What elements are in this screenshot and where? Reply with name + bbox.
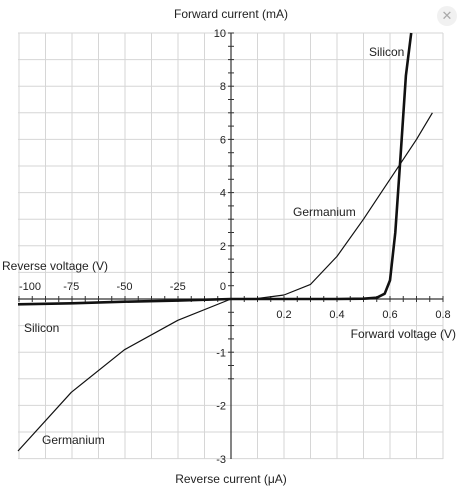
curves [17, 32, 433, 452]
forward-voltage-label: Forward voltage (V) [351, 327, 456, 341]
y-tick-label: -1 [216, 347, 226, 359]
reverse-current-label: Reverse current (μA) [175, 472, 287, 486]
silicon-reverse-label: Silicon [24, 321, 59, 335]
y-tick-label: 10 [214, 28, 226, 40]
x-tick-label: 0.6 [382, 309, 397, 321]
y-tick-label: -2 [216, 401, 226, 413]
forward-current-label: Forward current (mA) [174, 7, 288, 21]
x-tick-label: -25 [170, 281, 186, 293]
axis-and-series-labels: Forward current (mA) Reverse current (μA)… [2, 7, 456, 486]
silicon-reverse-curve [17, 297, 232, 306]
x-tick-label: 0.4 [329, 309, 344, 321]
x-tick-label: 0.8 [435, 309, 450, 321]
y-tick-label: 8 [220, 81, 226, 93]
germanium-reverse-label: Germanium [42, 433, 105, 447]
silicon-forward-label: Silicon [369, 45, 404, 59]
x-tick-label: -75 [63, 281, 79, 293]
y-tick-label: 6 [220, 134, 226, 146]
close-icon[interactable]: ✕ [437, 6, 457, 26]
silicon-forward-curve [231, 32, 413, 301]
x-tick-label: -50 [117, 281, 133, 293]
x-tick-label: 0.2 [276, 309, 291, 321]
y-tick-label: 2 [220, 241, 226, 253]
origin-label: 0 [220, 281, 226, 293]
germanium-reverse-curve [17, 298, 232, 452]
y-tick-label: 4 [220, 188, 226, 200]
y-tick-label: -3 [216, 454, 226, 466]
reverse-voltage-label: Reverse voltage (V) [2, 259, 108, 273]
x-tick-label: -100 [19, 281, 41, 293]
germanium-forward-label: Germanium [293, 205, 356, 219]
tick-labels: 2 4 6 8 10 -1 -2 -3 0.2 0.4 0.6 0.8 -100 -75 -50 -25 0 [19, 28, 451, 466]
germanium-forward-curve [230, 112, 433, 300]
